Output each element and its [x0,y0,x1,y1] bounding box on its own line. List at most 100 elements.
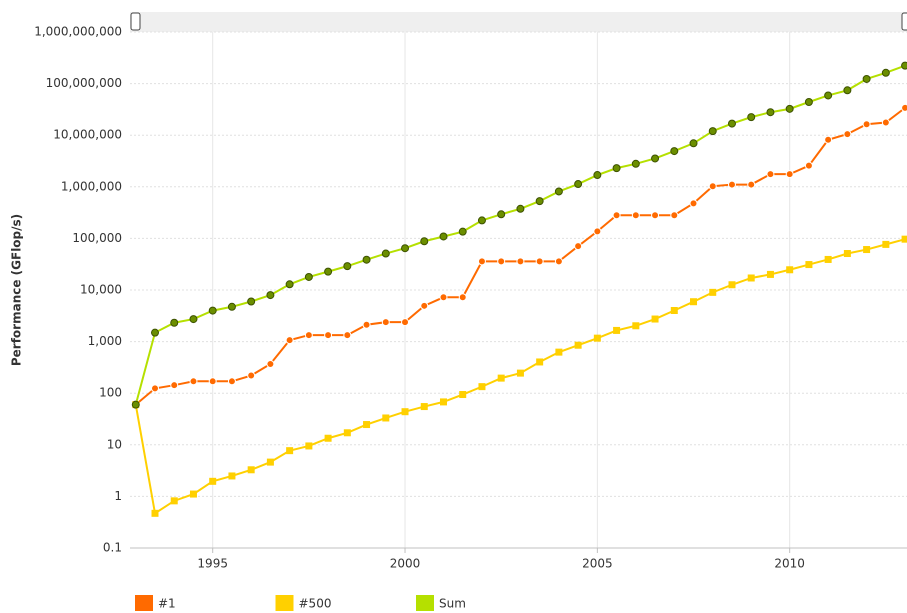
y-tick-label: 0.1 [103,541,122,555]
navigator-bar[interactable] [130,12,907,32]
point [304,331,313,340]
point [632,322,640,330]
point [324,434,332,442]
point [651,315,659,323]
point [228,472,236,480]
point [651,211,660,220]
point [420,237,429,246]
point [612,211,621,220]
point [536,358,544,366]
point [131,400,140,409]
point [304,272,313,281]
point [363,421,371,429]
point [824,255,832,263]
y-tick-label: 100,000,000 [46,76,122,90]
point [381,318,390,327]
point [227,377,236,386]
point [459,391,467,399]
point [516,257,525,266]
point [497,210,506,219]
point [747,113,756,122]
y-tick-label: 100 [99,386,122,400]
point [516,369,524,377]
point [863,246,871,254]
point [247,371,256,380]
point [362,320,371,329]
point [497,257,506,266]
point [613,326,621,334]
point [786,266,794,274]
legend-swatch[interactable] [135,595,153,611]
point [651,154,660,163]
point [458,227,467,236]
point [554,187,563,196]
point [593,171,602,180]
point [151,509,159,517]
point [631,159,640,168]
point [824,91,833,100]
point [535,197,544,206]
point [401,408,409,416]
point [381,249,390,258]
point [477,257,486,266]
point [439,398,447,406]
point [439,232,448,241]
point [170,497,178,505]
point [324,331,333,340]
point [477,216,486,225]
point [266,360,275,369]
x-tick-label: 1995 [197,557,228,571]
point [766,108,775,117]
point [247,297,256,306]
point [516,204,525,213]
point [208,377,217,386]
point [709,288,717,296]
point [170,381,179,390]
point [324,267,333,276]
point [593,227,602,236]
point [824,135,833,144]
point [785,104,794,113]
point [862,74,871,83]
y-tick-label: 100,000 [72,231,122,245]
point [689,139,698,148]
point [901,61,907,70]
y-tick-label: 1 [114,489,122,503]
legend-swatch[interactable] [416,595,434,611]
point [881,118,890,127]
point [208,306,217,315]
legend-label[interactable]: #500 [299,597,332,611]
point [574,341,582,349]
point [881,68,890,77]
point [747,274,755,282]
navigator-handle[interactable] [130,12,141,31]
point [382,414,390,422]
point [690,298,698,306]
point [631,211,640,220]
point [574,180,583,189]
point [785,170,794,179]
legend-swatch[interactable] [275,595,294,611]
point [804,161,813,170]
legend-label[interactable]: #1 [158,597,176,611]
legend-label[interactable]: Sum [439,597,466,611]
point [747,180,756,189]
y-tick-label: 10 [107,437,122,451]
point [670,307,678,315]
point [362,255,371,264]
point [670,211,679,220]
point [189,315,198,324]
point [285,280,294,289]
point [439,293,448,302]
point [478,383,486,391]
navigator-handle[interactable] [901,12,907,31]
point [247,466,255,474]
y-tick-label: 1,000,000 [61,179,122,193]
point [170,318,179,327]
y-tick-label: 10,000 [80,283,122,297]
point [708,127,717,136]
point [593,334,601,342]
point [882,240,890,248]
point [554,257,563,266]
